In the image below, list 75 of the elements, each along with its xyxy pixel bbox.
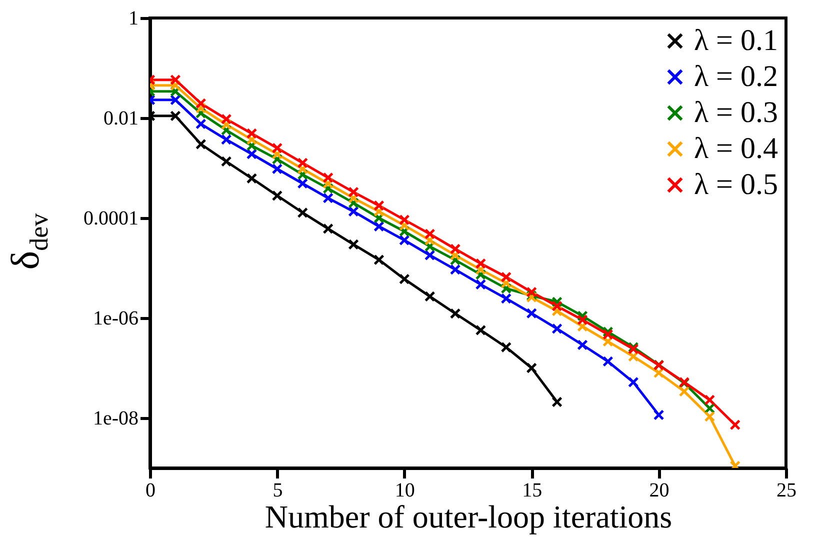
- point: [297, 178, 308, 189]
- point: [526, 286, 538, 298]
- point: [348, 239, 359, 250]
- point: [602, 356, 614, 367]
- point: [348, 206, 359, 217]
- point: [170, 74, 181, 86]
- point: [628, 376, 639, 388]
- point: [704, 394, 716, 406]
- x-tick-label: 25: [776, 480, 796, 502]
- point: [450, 264, 461, 276]
- point: [374, 254, 384, 266]
- point: [195, 98, 206, 109]
- point: [500, 293, 512, 304]
- point: [475, 278, 486, 290]
- point: [322, 223, 334, 234]
- y-tick-label: 1: [128, 8, 138, 30]
- point: [322, 192, 334, 204]
- point: [678, 386, 690, 397]
- y-tick-label: 1e-08: [92, 408, 138, 430]
- point: [374, 220, 384, 232]
- point: [552, 396, 562, 408]
- point: [297, 158, 308, 168]
- point: [475, 258, 486, 269]
- x-tick-label: 20: [649, 480, 670, 502]
- point: [246, 148, 258, 160]
- legend-label: λ = 0.3: [694, 96, 778, 129]
- y-tick-label: 1e-06: [92, 308, 138, 330]
- point: [272, 190, 283, 202]
- point: [297, 207, 308, 218]
- x-axis-title: Number of outer-loop iterations: [264, 498, 672, 534]
- point: [602, 328, 614, 340]
- point: [577, 339, 588, 350]
- point: [374, 200, 384, 212]
- point: [577, 314, 588, 326]
- point: [424, 228, 436, 240]
- point: [526, 308, 538, 319]
- y-tick-label: 0.0001: [84, 208, 138, 230]
- point: [272, 163, 283, 174]
- point: [730, 419, 741, 430]
- point: [704, 411, 716, 422]
- point: [424, 291, 436, 302]
- point: [450, 244, 461, 254]
- point: [552, 323, 562, 334]
- point: [500, 342, 512, 353]
- y-tick-label: 0.01: [104, 108, 138, 130]
- x-tick-label: 5: [272, 480, 283, 502]
- point: [450, 308, 461, 319]
- point: [220, 156, 232, 167]
- point: [246, 172, 258, 184]
- x-tick-label: 0: [146, 480, 156, 502]
- point: [220, 134, 232, 146]
- point: [398, 214, 410, 226]
- point: [526, 362, 538, 374]
- point: [348, 186, 359, 198]
- legend-label: λ = 0.2: [694, 60, 778, 93]
- point: [424, 250, 436, 261]
- point: [475, 324, 486, 336]
- point: [322, 172, 334, 184]
- point: [195, 138, 206, 150]
- point: [220, 114, 232, 125]
- point: [272, 142, 283, 154]
- point: [195, 118, 206, 130]
- x-tick-label: 15: [522, 480, 542, 502]
- x-tick-label: 10: [394, 480, 415, 502]
- point: [500, 272, 512, 282]
- point: [653, 410, 664, 420]
- legend-label: λ = 0.5: [694, 168, 778, 201]
- point: [246, 128, 258, 139]
- point: [170, 110, 181, 122]
- point: [552, 300, 562, 312]
- legend-label: λ = 0.4: [694, 132, 778, 165]
- point: [170, 94, 181, 106]
- point: [398, 234, 410, 246]
- legend-label: λ = 0.1: [694, 24, 778, 57]
- point: [398, 274, 410, 285]
